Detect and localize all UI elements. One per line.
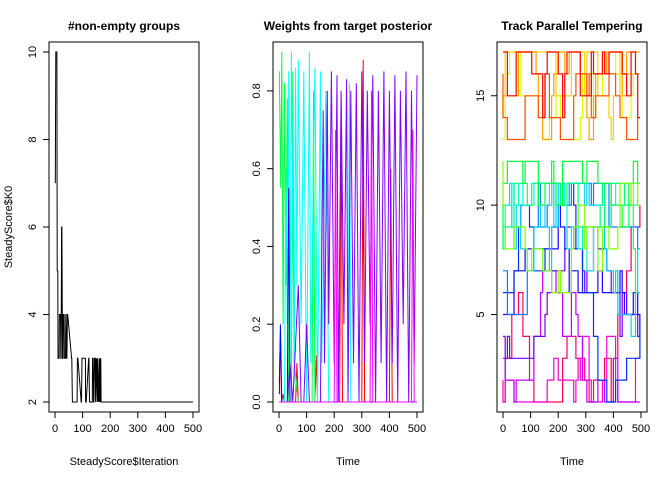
x-axis: 0 100 200 300 400 500 (276, 412, 426, 435)
series-line (279, 90, 417, 403)
y-axis: 2 4 6 8 10 (27, 46, 49, 405)
x-axis-label: Time (560, 456, 584, 468)
y-axis: 5 10 15 (475, 90, 497, 318)
plot-frame (272, 41, 424, 413)
track-line (502, 161, 640, 294)
plot-frame (496, 41, 648, 413)
x-tick-label: 200 (549, 423, 567, 435)
chart-title: Weights from target posterior (264, 19, 433, 33)
track-line (503, 205, 641, 403)
x-tick-label: 0 (276, 423, 282, 435)
x-tick-label: 400 (380, 423, 398, 435)
track-line (503, 270, 640, 403)
y-tick-label: 4 (27, 311, 39, 317)
x-axis: 0 100 200 300 400 500 (52, 412, 202, 435)
y-tick-label: 10 (27, 46, 39, 58)
y-tick-label: 2 (27, 399, 39, 405)
chart-title: Track Parallel Tempering (501, 19, 642, 33)
x-tick-label: 100 (521, 423, 539, 435)
y-tick-label: 0.0 (251, 394, 263, 409)
y-axis: 0.0 0.2 0.4 0.6 0.8 (251, 83, 273, 410)
x-tick-label: 0 (500, 423, 506, 435)
track-line (502, 73, 640, 141)
chart-title: #non-empty groups (68, 19, 180, 33)
y-tick-label: 0.4 (251, 239, 263, 254)
plot-marks (278, 51, 418, 403)
plot-marks (54, 51, 193, 403)
x-tick-label: 100 (297, 423, 315, 435)
panel-parallel-tempering: Track Parallel Tempering 0 100 200 300 400 50… (475, 19, 650, 468)
y-tick-label: 15 (475, 90, 487, 102)
x-tick-label: 200 (325, 423, 343, 435)
panel-non-empty-groups: #non-empty groups 0 100 200 300 400 500 2 4 6 8 1… (3, 19, 202, 468)
track-line (502, 335, 640, 403)
x-tick-label: 0 (52, 423, 58, 435)
y-tick-label: 0.8 (251, 83, 263, 98)
x-tick-label: 500 (632, 423, 650, 435)
x-tick-label: 300 (577, 423, 595, 435)
y-tick-label: 8 (27, 136, 39, 142)
panel-weights-posterior: Weights from target posterior 0 100 200 300… (251, 19, 433, 468)
x-axis-label: Time (336, 456, 360, 468)
x-tick-label: 100 (73, 423, 91, 435)
x-axis-label: SteadyScore$Iteration (70, 456, 179, 468)
x-tick-label: 400 (604, 423, 622, 435)
x-tick-label: 200 (101, 423, 119, 435)
series-line (279, 51, 417, 403)
track-line (503, 51, 640, 119)
series-line (279, 71, 418, 403)
x-tick-label: 300 (129, 423, 147, 435)
x-tick-label: 400 (156, 423, 174, 435)
x-axis: 0 100 200 300 400 500 (500, 412, 650, 435)
y-axis-label: SteadyScore$K0 (3, 186, 15, 269)
y-tick-label: 5 (475, 311, 487, 317)
y-tick-label: 0.6 (251, 161, 263, 176)
y-tick-label: 0.2 (251, 317, 263, 332)
plot-marks (502, 51, 641, 403)
series-line (54, 51, 193, 403)
y-tick-label: 10 (475, 199, 487, 211)
x-tick-label: 500 (184, 423, 202, 435)
y-tick-label: 6 (27, 224, 39, 230)
x-tick-label: 500 (408, 423, 426, 435)
x-tick-label: 300 (353, 423, 371, 435)
